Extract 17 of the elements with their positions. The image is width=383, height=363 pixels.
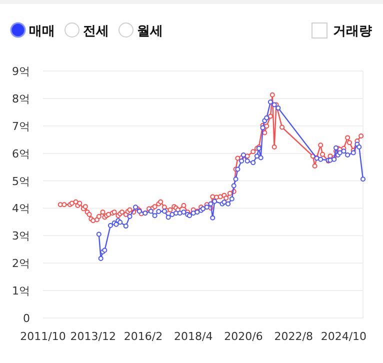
- x-tick-label: 2022/8: [274, 330, 313, 343]
- y-tick-label: 5억: [12, 174, 30, 188]
- x-tick-label: 2018/4: [174, 330, 213, 343]
- y-tick-label: 8억: [12, 92, 30, 106]
- x-tick-label: 2013/12: [70, 330, 116, 343]
- y-tick-label: 0: [23, 312, 30, 325]
- x-tick-label: 2020/6: [224, 330, 263, 343]
- y-tick-label: 6억: [12, 147, 30, 160]
- y-tick-label: 7억: [12, 120, 30, 133]
- y-tick-label: 9억: [12, 65, 30, 78]
- y-tick-label: 3억: [12, 230, 30, 243]
- y-tick-label: 4억: [12, 202, 30, 216]
- x-tick-label: 2016/2: [124, 330, 163, 343]
- x-tick-label: 2024/10: [320, 330, 367, 343]
- y-tick-label: 2억: [12, 257, 30, 270]
- x-tick-label: 2011/10: [20, 330, 66, 343]
- y-tick-label: 1억: [12, 284, 30, 298]
